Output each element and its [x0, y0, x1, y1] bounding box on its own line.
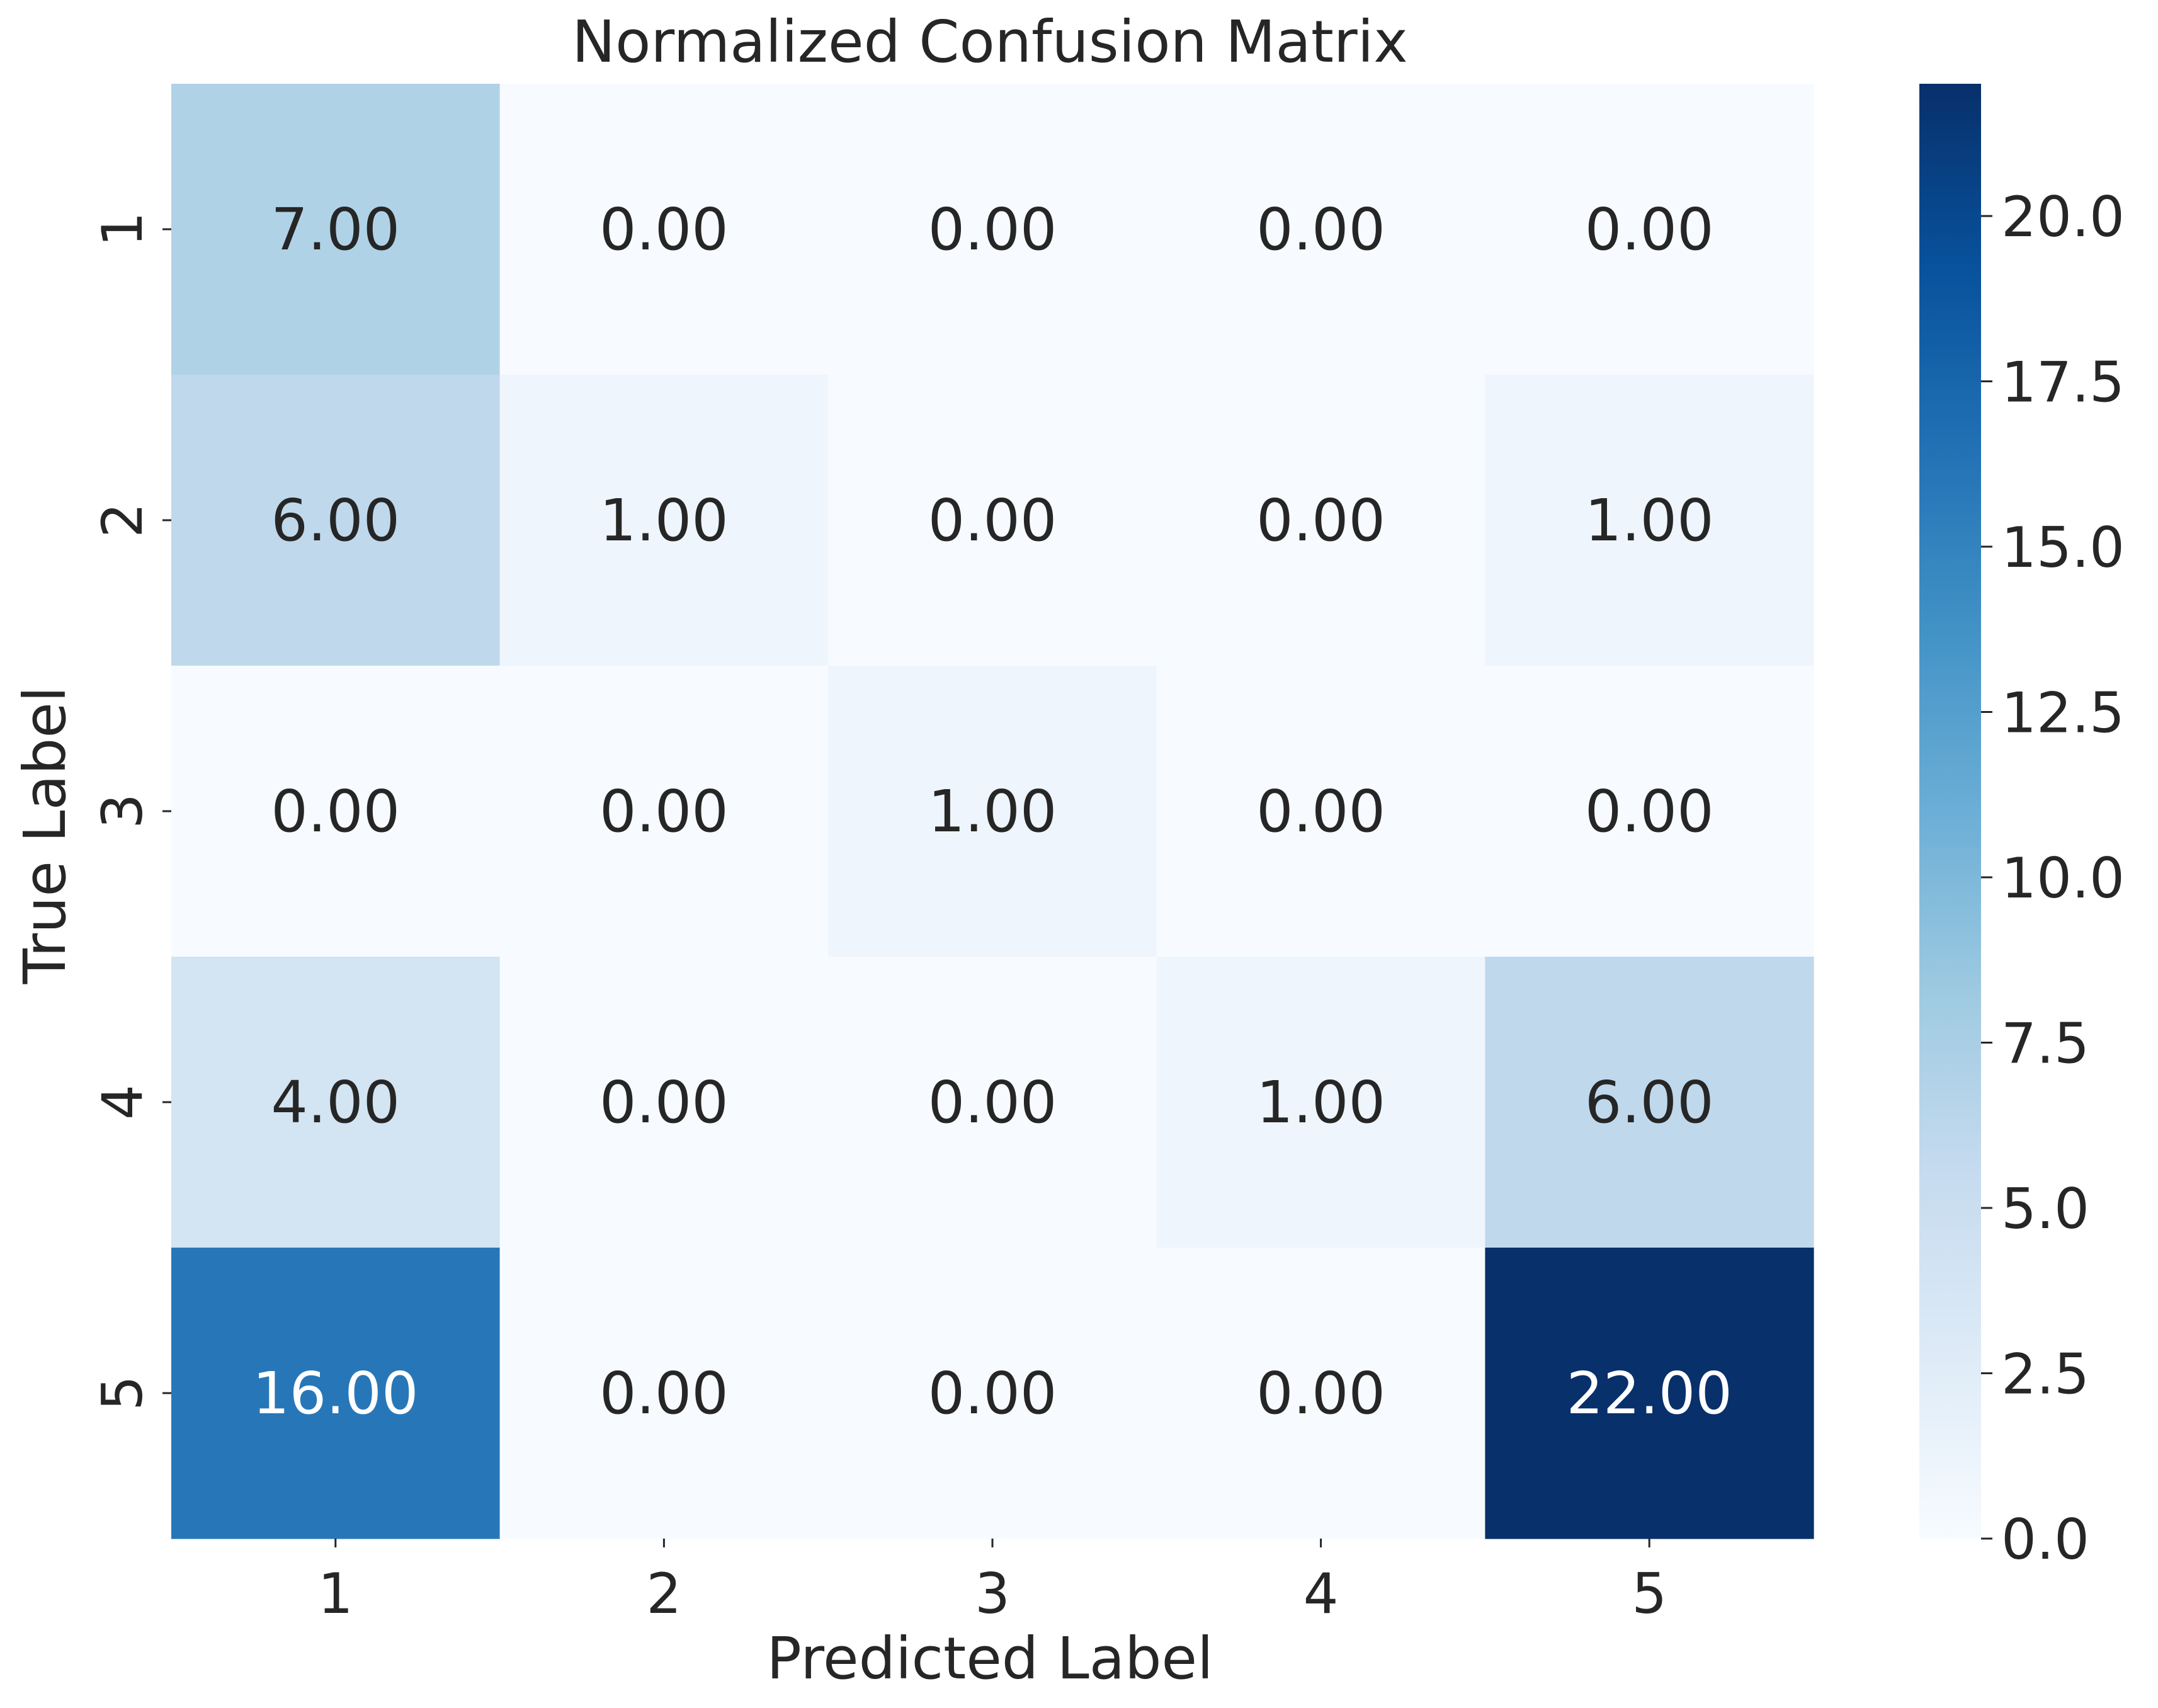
x-tick-label-5: 5	[1632, 1561, 1667, 1626]
heatmap-cell-r1-c3	[828, 84, 1157, 375]
x-tick-label-4: 4	[1303, 1561, 1339, 1626]
colorbar	[1919, 84, 1981, 1539]
heatmap-cell-r4-c3	[828, 957, 1157, 1248]
heatmap-cell-r5-c2	[499, 1248, 829, 1539]
cell-value-r5-c5: 22.00	[1567, 1360, 1732, 1427]
colorbar-tick-label-1: 0.0	[2001, 1507, 2089, 1572]
heatmap-cell-labels: 7.00 0.00 0.00 0.00 0.00 6.00 1.00 0.00 0.00 1.00…	[253, 196, 1732, 1427]
y-tick-label-5: 5	[90, 1375, 155, 1411]
cell-value-r5-c3: 0.00	[928, 1360, 1057, 1427]
heatmap-cell-r4-c1	[171, 957, 501, 1248]
colorbar-tick-label-3: 5.0	[2001, 1176, 2089, 1241]
cell-value-r2-c3: 0.00	[928, 487, 1057, 554]
cell-value-r3-c4: 0.00	[1256, 778, 1385, 845]
heatmap-cell-r5-c1	[171, 1248, 501, 1539]
chart-title: Normalized Confusion Matrix	[572, 8, 1408, 76]
colorbar-tick-label-4: 7.5	[2001, 1011, 2089, 1076]
y-axis-ticks: 1 2 3 4 5	[90, 212, 171, 1411]
cell-value-r5-c2: 0.00	[599, 1360, 729, 1427]
cell-value-r1-c2: 0.00	[599, 196, 729, 263]
colorbar-ticks: 0.0 2.5 5.0 7.5 10.0 12.5 15.0 17.5 20.0	[1981, 185, 2125, 1572]
cell-value-r4-c3: 0.00	[928, 1069, 1057, 1136]
y-tick-label-3: 3	[90, 794, 155, 829]
cell-value-r1-c5: 0.00	[1585, 196, 1714, 263]
heatmap-cell-r5-c4	[1156, 1248, 1485, 1539]
y-tick-label-4: 4	[90, 1085, 155, 1120]
cell-value-r3-c5: 0.00	[1585, 778, 1714, 845]
heatmap-cell-r4-c4	[1156, 957, 1485, 1248]
heatmap-cell-r4-c5	[1485, 957, 1814, 1248]
heatmap-cell-r1-c5	[1485, 84, 1814, 375]
heatmap-cell-r1-c4	[1156, 84, 1485, 375]
y-tick-label-1: 1	[90, 212, 155, 247]
colorbar-tick-label-8: 17.5	[2001, 350, 2125, 415]
heatmap-cell-r2-c5	[1485, 375, 1814, 666]
cell-value-r4-c1: 4.00	[271, 1069, 400, 1136]
heatmap-cell-r1-c2	[499, 84, 829, 375]
colorbar-tick-label-2: 2.5	[2001, 1342, 2089, 1407]
x-tick-label-1: 1	[318, 1561, 353, 1626]
heatmap-cell-r2-c2	[499, 375, 829, 666]
x-axis-ticks: 1 2 3 4 5	[318, 1539, 1667, 1626]
cell-value-r3-c1: 0.00	[271, 778, 400, 845]
heatmap-cell-r2-c1	[171, 375, 501, 666]
colorbar-tick-label-7: 15.0	[2001, 515, 2125, 580]
x-tick-label-3: 3	[975, 1561, 1010, 1626]
heatmap-cell-r4-c2	[499, 957, 829, 1248]
heatmap-cell-r3-c2	[499, 666, 829, 957]
heatmap-cell-r2-c4	[1156, 375, 1485, 666]
cell-value-r4-c4: 1.00	[1256, 1069, 1385, 1136]
cell-value-r2-c2: 1.00	[599, 487, 729, 554]
cell-value-r2-c1: 6.00	[271, 487, 400, 554]
y-axis-label: True Label	[11, 686, 79, 985]
colorbar-tick-label-6: 12.5	[2001, 681, 2125, 746]
cell-value-r3-c2: 0.00	[599, 778, 729, 845]
heatmap-cell-r3-c1	[171, 666, 501, 957]
x-axis-label: Predicted Label	[766, 1625, 1213, 1692]
cell-value-r4-c2: 0.00	[599, 1069, 729, 1136]
heatmap-cell-r5-c3	[828, 1248, 1157, 1539]
cell-value-r2-c5: 1.00	[1585, 487, 1714, 554]
heatmap-cell-r5-c5	[1485, 1248, 1814, 1539]
heatmap-cell-r3-c3	[828, 666, 1157, 957]
heatmap-cells	[171, 84, 1814, 1539]
x-tick-label-2: 2	[646, 1561, 681, 1626]
cell-value-r4-c5: 6.00	[1585, 1069, 1714, 1136]
cell-value-r1-c4: 0.00	[1256, 196, 1385, 263]
y-tick-label-2: 2	[90, 503, 155, 538]
cell-value-r5-c4: 0.00	[1256, 1360, 1385, 1427]
colorbar-tick-label-9: 20.0	[2001, 185, 2125, 249]
colorbar-tick-label-5: 10.0	[2001, 846, 2125, 911]
cell-value-r5-c1: 16.00	[253, 1360, 418, 1427]
cell-value-r3-c3: 1.00	[928, 778, 1057, 845]
cell-value-r1-c1: 7.00	[271, 196, 400, 263]
heatmap-cell-r1-c1	[171, 84, 501, 375]
cell-value-r1-c3: 0.00	[928, 196, 1057, 263]
heatmap-cell-r2-c3	[828, 375, 1157, 666]
heatmap-cell-r3-c4	[1156, 666, 1485, 957]
heatmap-cell-r3-c5	[1485, 666, 1814, 957]
cell-value-r2-c4: 0.00	[1256, 487, 1385, 554]
